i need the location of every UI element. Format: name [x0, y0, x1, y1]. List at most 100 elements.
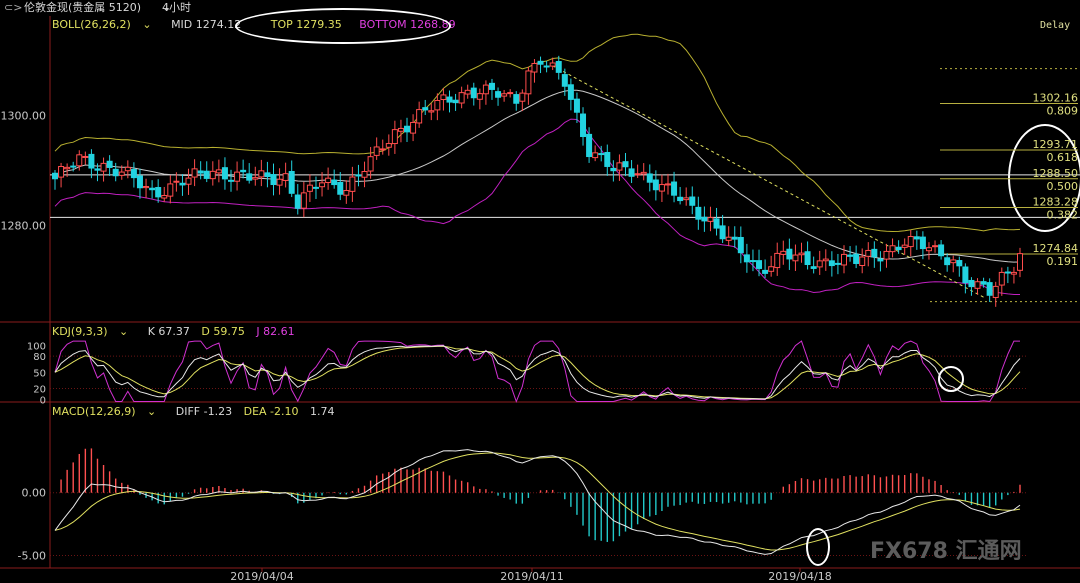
- candle: [361, 171, 368, 178]
- lower-band-line: [54, 118, 1020, 295]
- candle: [610, 167, 617, 172]
- kdj-indicator[interactable]: KDJ(9,3,3) ⌄: [52, 325, 136, 338]
- candle: [913, 236, 920, 240]
- candle: [798, 252, 805, 256]
- macd-y-tick: -5.00: [18, 549, 46, 562]
- candle: [124, 166, 131, 172]
- candle: [828, 260, 835, 267]
- candle: [537, 60, 544, 65]
- candle: [671, 181, 678, 196]
- candle: [743, 254, 750, 263]
- candle: [901, 244, 908, 248]
- candle: [683, 197, 690, 201]
- candle: [367, 156, 374, 172]
- candle: [634, 173, 641, 176]
- x-tick-label: 2019/04/04: [230, 570, 293, 583]
- candle: [428, 110, 435, 113]
- candle: [173, 180, 180, 183]
- candle: [962, 266, 969, 284]
- candle: [234, 171, 241, 182]
- candle: [422, 107, 429, 111]
- candle: [998, 271, 1005, 286]
- candle: [337, 181, 344, 195]
- candle: [197, 170, 204, 174]
- candle: [646, 173, 653, 183]
- kdj-k-line: [54, 345, 1021, 400]
- candle: [586, 133, 593, 158]
- candle: [573, 98, 580, 113]
- candle: [786, 248, 793, 260]
- back-icon[interactable]: ⊂>: [4, 1, 23, 14]
- candle: [531, 62, 538, 73]
- candle: [792, 254, 799, 262]
- x-tick-label: 2019/04/11: [500, 570, 563, 583]
- candle: [130, 169, 137, 179]
- candle: [968, 279, 975, 288]
- candle: [689, 196, 696, 206]
- candle: [604, 151, 611, 167]
- candle: [840, 253, 847, 266]
- high-price-label: 1310.69: [493, 34, 539, 47]
- candle: [391, 129, 398, 145]
- candle: [416, 109, 423, 124]
- candle: [325, 177, 332, 183]
- candle: [482, 84, 489, 95]
- price-label-1280: 1280.84: [269, 223, 315, 236]
- candle: [404, 125, 411, 133]
- fib-price-label: 1283.28: [1033, 196, 1079, 209]
- candle: [877, 258, 884, 262]
- candle: [555, 61, 562, 73]
- candle: [956, 260, 963, 267]
- candle: [652, 179, 659, 191]
- x-tick-label: 2019/04/18: [768, 570, 831, 583]
- chevron-down-icon: ⌄: [115, 325, 129, 338]
- trend-line: [552, 65, 984, 298]
- candle: [446, 96, 453, 103]
- candle: [986, 282, 993, 296]
- macd-indicator[interactable]: MACD(12,26,9) ⌄: [52, 405, 164, 418]
- candle: [640, 171, 647, 175]
- candle: [349, 176, 356, 192]
- fib-level-label: 0.809: [1047, 104, 1079, 117]
- fib-price-label: 1293.71: [1033, 138, 1079, 151]
- kdj-info: KDJ(9,3,3) ⌄ K 67.37 D 59.75 J 82.61: [52, 325, 303, 339]
- candle: [246, 173, 253, 181]
- candle: [871, 248, 878, 258]
- macd-dea-line: [54, 452, 1021, 551]
- candle: [319, 182, 326, 188]
- candle: [980, 281, 987, 285]
- candle: [70, 165, 77, 168]
- candle: [616, 162, 623, 171]
- candle: [883, 250, 890, 260]
- top-bar: ⊂> 伦敦金现(贵金属 5120) 4小时 ⌄ Delay: [0, 0, 1080, 31]
- candle: [379, 148, 386, 151]
- candle: [731, 236, 738, 240]
- candle: [525, 70, 532, 95]
- candle: [112, 168, 119, 177]
- candle: [756, 260, 763, 269]
- candle: [804, 251, 811, 266]
- candle: [52, 172, 58, 180]
- boll-indicator[interactable]: BOLL(26,26,2) ⌄: [52, 18, 160, 31]
- candle: [397, 127, 404, 132]
- y-tick-label: 1300.00: [1, 109, 47, 122]
- fib-level-label: 0.500: [1047, 180, 1079, 193]
- candle: [974, 281, 981, 289]
- candle: [221, 167, 228, 180]
- candle: [865, 249, 872, 257]
- mid-band-line: [54, 89, 1021, 263]
- candle: [355, 174, 362, 177]
- candle: [306, 184, 313, 192]
- candle: [695, 206, 702, 220]
- candle: [209, 170, 216, 180]
- candle: [932, 245, 939, 248]
- candle: [519, 92, 526, 102]
- macd-hist-value: 1.74: [310, 405, 335, 418]
- candle: [925, 247, 932, 252]
- delay-label: Delay: [1040, 20, 1071, 31]
- upper-band-line: [54, 33, 1021, 233]
- candle: [161, 195, 168, 199]
- candle: [282, 173, 289, 181]
- candle: [1017, 253, 1023, 271]
